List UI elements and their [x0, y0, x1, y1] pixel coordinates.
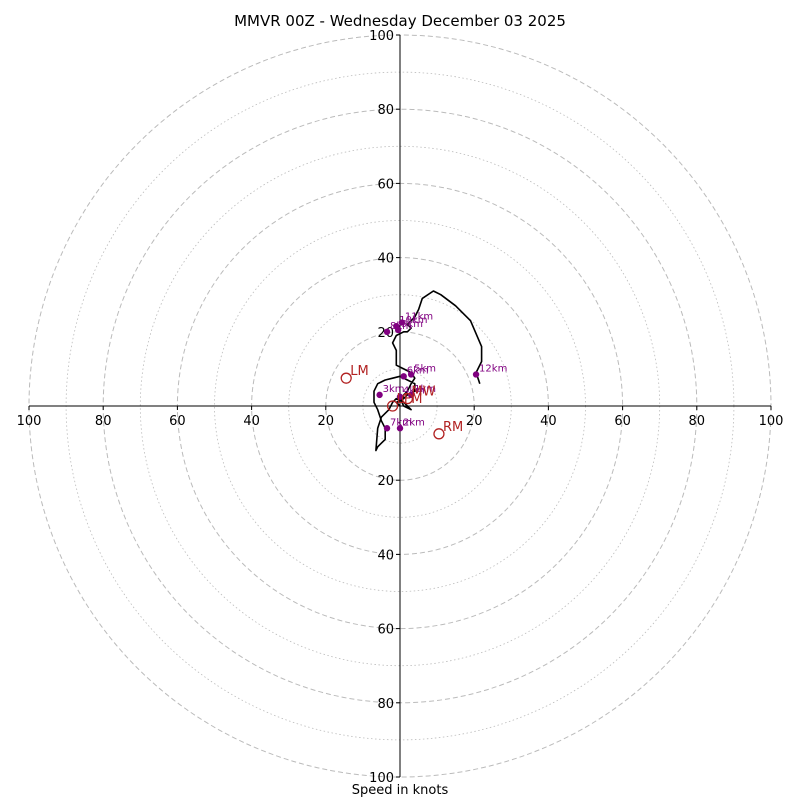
- height-marker-dot: [396, 393, 404, 400]
- height-marker-label: 11km: [405, 312, 433, 323]
- x-tick-label: 100: [759, 414, 784, 429]
- height-marker-label: 2km: [403, 417, 425, 428]
- height-marker-dot: [407, 371, 415, 378]
- x-tick-label: 60: [169, 414, 186, 429]
- height-marker-dot: [400, 373, 407, 380]
- y-tick-label: 100: [369, 29, 394, 44]
- storm-marker-label: LM: [350, 364, 368, 379]
- x-tick-label: 40: [540, 414, 557, 429]
- x-tick-label: 60: [614, 414, 631, 429]
- x-axis-label: Speed in knots: [351, 783, 449, 798]
- storm-marker-circle: [340, 372, 352, 384]
- height-marker-label: 7km: [390, 417, 412, 428]
- hodograph-line: [373, 290, 483, 452]
- height-marker-dot: [396, 425, 404, 432]
- height-marker-dot: [376, 391, 383, 399]
- height-marker-dot: [472, 371, 480, 378]
- height-marker-dot: [393, 323, 400, 330]
- storm-marker-circle: [386, 400, 399, 412]
- storm-marker-circle: [433, 428, 445, 440]
- x-tick-label: 100: [17, 414, 42, 429]
- storm-marker-label: RM: [443, 420, 463, 435]
- hodograph-trace: [373, 290, 483, 452]
- y-tick-label: 20: [377, 474, 394, 489]
- y-tick-label: 60: [377, 623, 394, 638]
- storm-marker-label: MW: [411, 385, 435, 400]
- y-tick-label: 40: [377, 252, 394, 267]
- height-marker-label: 8km: [390, 321, 412, 332]
- x-tick-label: 20: [318, 414, 335, 429]
- height-marker-dot: [398, 319, 406, 326]
- height-marker-label: 4km: [403, 386, 425, 397]
- tick-labels: 1008060402020406080100100806040202040608…: [17, 29, 784, 786]
- height-marker-label: 12km: [479, 363, 507, 374]
- height-marker-dot: [383, 425, 391, 432]
- x-tick-label: 80: [95, 414, 112, 429]
- x-tick-label: 40: [243, 414, 260, 429]
- height-marker-label: 9km: [401, 319, 423, 330]
- x-tick-label: 80: [689, 414, 706, 429]
- height-marker-label: 6km: [407, 365, 429, 376]
- height-marker-label: 10km: [399, 315, 427, 326]
- y-tick-label: 80: [377, 103, 394, 118]
- height-marker-label: 1km: [414, 384, 436, 395]
- height-marker-label: 5km: [414, 363, 436, 374]
- height-marker-label: 3km: [383, 384, 405, 395]
- y-tick-label: 40: [377, 548, 394, 563]
- y-tick-label: 100: [369, 771, 394, 786]
- storm-marker-circle: [401, 392, 414, 405]
- x-tick-label: 20: [466, 414, 483, 429]
- y-tick-label: 80: [377, 697, 394, 712]
- height-marker-dot: [383, 328, 391, 335]
- y-tick-label: 60: [377, 177, 394, 192]
- chart-title: MMVR 00Z - Wednesday December 03 2025: [234, 12, 566, 30]
